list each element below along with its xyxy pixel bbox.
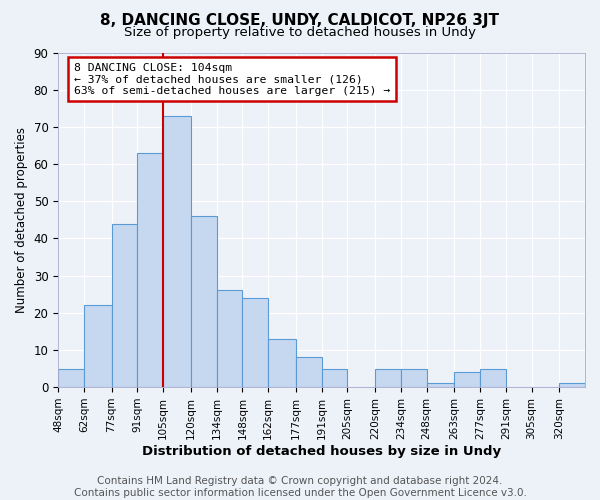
Bar (84, 306, 112, 387)
Bar (268, 339, 296, 387)
Text: Size of property relative to detached houses in Undy: Size of property relative to detached ho… (124, 26, 476, 39)
Bar (58, 368, 84, 387)
Text: 8, DANCING CLOSE, UNDY, CALDICOT, NP26 3JT: 8, DANCING CLOSE, UNDY, CALDICOT, NP26 3… (101, 12, 499, 28)
Bar (480, 368, 506, 387)
Bar (296, 358, 322, 387)
Bar (242, 298, 268, 387)
Bar (112, 224, 137, 387)
Bar (454, 372, 480, 387)
Text: Contains HM Land Registry data © Crown copyright and database right 2024.
Contai: Contains HM Land Registry data © Crown c… (74, 476, 526, 498)
X-axis label: Distribution of detached houses by size in Undy: Distribution of detached houses by size … (142, 444, 501, 458)
Bar (217, 290, 242, 387)
Bar (137, 153, 163, 387)
Bar (401, 368, 427, 387)
Y-axis label: Number of detached properties: Number of detached properties (15, 127, 28, 313)
Bar (322, 368, 347, 387)
Bar (163, 116, 191, 387)
Bar (375, 368, 401, 387)
Bar (427, 384, 454, 387)
Bar (191, 216, 217, 387)
Text: 8 DANCING CLOSE: 104sqm
← 37% of detached houses are smaller (126)
63% of semi-d: 8 DANCING CLOSE: 104sqm ← 37% of detache… (74, 62, 390, 96)
Bar (559, 384, 585, 387)
